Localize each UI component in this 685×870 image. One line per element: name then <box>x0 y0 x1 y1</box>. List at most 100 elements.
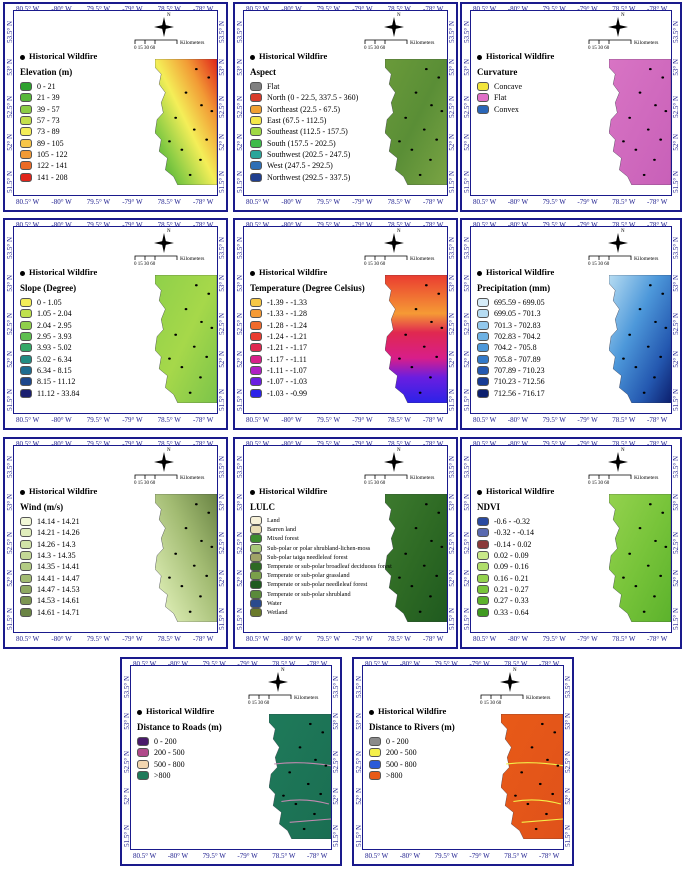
legend-swatch <box>250 354 262 364</box>
study-area-map <box>155 494 217 622</box>
legend-label: Southeast (112.5 - 157.5) <box>267 127 348 137</box>
latitude-label: 53° N <box>355 713 363 730</box>
wildfire-point <box>664 109 668 113</box>
legend-title: Wind (m/s) <box>20 502 64 512</box>
longitude-label: 80.5° W <box>473 635 497 643</box>
wildfire-point <box>199 595 202 598</box>
longitude-label: -78° W <box>307 660 328 668</box>
longitude-label: 78.5° W <box>157 198 181 206</box>
wildfire-point <box>429 158 432 161</box>
latitude-label: 53° N <box>218 275 226 292</box>
longitude-label: 79.5° W <box>542 416 566 424</box>
longitude-label: -78° W <box>307 852 328 860</box>
latitude-label: 52° N <box>448 133 456 151</box>
north-arrow-icon: N <box>605 229 631 260</box>
legend-label: 14.21 - 14.26 <box>37 528 80 538</box>
legend-item: 0.33 - 0.64 <box>477 606 534 617</box>
legend-item: Southeast (112.5 - 157.5) <box>250 126 358 137</box>
scale-unit: Kilometers <box>410 475 435 481</box>
legend-label: 704.2 - 705.8 <box>494 343 537 353</box>
latitude-label: 53.5° N <box>218 456 226 478</box>
longitude-label: -79° W <box>352 440 373 448</box>
legend-item: 0 - 200 <box>137 736 185 747</box>
legend-item: -0.14 - 0.02 <box>477 539 534 550</box>
study-area-fill <box>385 494 447 622</box>
longitude-label: -79° W <box>237 852 258 860</box>
latitude-label: 52.5° N <box>463 532 471 554</box>
legend-swatch <box>250 298 262 308</box>
wildfire-label: Historical Wildfire <box>146 706 215 716</box>
longitude-label: 78.5° W <box>157 416 181 424</box>
wildfire-point <box>205 138 209 141</box>
wildfire-dot-icon <box>477 489 482 495</box>
latitude-label: 51.5° N <box>463 389 471 411</box>
wildfire-point <box>404 116 408 119</box>
wildfire-dot-icon <box>137 709 142 715</box>
north-label: N <box>167 448 171 453</box>
longitude-label: 80.5° W <box>473 440 497 448</box>
scale-bar: 0 15 30 60 Kilometers <box>480 694 550 706</box>
legend-item: 0 - 21 <box>20 81 68 92</box>
north-label: N <box>397 13 401 18</box>
wildfire-point <box>210 545 214 549</box>
longitude-label: -80° W <box>507 416 529 424</box>
legend-item: 14.3 - 14.35 <box>20 550 80 561</box>
latitude-label: 52° N <box>564 787 572 805</box>
latitude-label: 53.5° N <box>236 21 244 43</box>
legend-swatch <box>20 320 32 330</box>
longitude-label: -78° W <box>193 5 214 13</box>
study-area-fill <box>155 275 217 403</box>
longitude-label: -79° W <box>577 221 598 229</box>
longitude-label: 78.5° W <box>387 198 411 206</box>
legend-item: Concave <box>477 81 522 92</box>
legend-label: 14.47 - 14.53 <box>37 584 80 594</box>
latitude-label: 52° N <box>123 787 131 805</box>
legend: 0 - 200 200 - 500 500 - 800 >800 <box>369 736 417 781</box>
longitude-label: -80° W <box>51 5 72 13</box>
legend-label: 200 - 500 <box>154 748 185 758</box>
wildfire-point <box>514 794 517 797</box>
wildfire-point <box>638 308 642 311</box>
latitude-label: 53.5° N <box>672 21 680 43</box>
study-area-map <box>501 714 563 839</box>
longitude-label: -80° W <box>281 198 302 206</box>
wildfire-point <box>205 574 209 578</box>
legend-swatch <box>477 584 489 594</box>
legend: 0 - 200 200 - 500 500 - 800 >800 <box>137 736 185 781</box>
longitude-label: -80° W <box>281 5 302 13</box>
latitude-label: 53° N <box>564 713 572 730</box>
wildfire-point <box>664 326 668 330</box>
legend-label: 707.89 - 710.23 <box>494 365 545 375</box>
latitude-label: 53.5° N <box>463 21 471 43</box>
latitude-label: 53.5° N <box>564 676 572 698</box>
legend-swatch <box>250 332 262 342</box>
latitude-label: 51.5° N <box>672 171 680 193</box>
legend-label: 0 - 200 <box>154 737 177 747</box>
wildfire-point <box>634 366 638 369</box>
longitude-label: -79° W <box>122 416 143 424</box>
legend-swatch <box>477 354 489 364</box>
longitude-label: -79° W <box>122 5 143 13</box>
wildfire-dot-icon <box>250 270 255 276</box>
wildfire-point <box>194 503 198 506</box>
wildfire-point <box>638 527 642 530</box>
legend-label: 105 - 122 <box>37 149 68 159</box>
latitude-label: 52° N <box>448 351 456 368</box>
longitude-label: 79.5° W <box>542 221 566 229</box>
legend: 0 - 21 21 - 39 39 - 57 57 - 73 73 - 89 89 - 1… <box>20 81 68 183</box>
legend-item: 14.14 - 14.21 <box>20 516 80 527</box>
longitude-label: -78° W <box>423 221 444 229</box>
longitude-label: 78.5° W <box>612 416 636 424</box>
legend: Flat North (0 - 22.5, 337.5 - 360) Northea… <box>250 81 358 183</box>
wildfire-point <box>398 140 401 143</box>
north-arrow-icon: N <box>151 13 177 44</box>
legend-item: 702.83 - 704.2 <box>477 331 545 342</box>
legend-swatch <box>250 320 262 330</box>
wildfire-legend: Historical Wildfire <box>137 706 214 716</box>
latitude-label: 52.5° N <box>448 532 456 554</box>
legend-item: 57 - 73 <box>20 115 68 126</box>
latitude-label: 53.5° N <box>672 456 680 478</box>
latitude-label: 51.5° N <box>463 608 471 630</box>
longitude-label: -80° W <box>507 635 529 643</box>
wildfire-point <box>192 345 196 348</box>
